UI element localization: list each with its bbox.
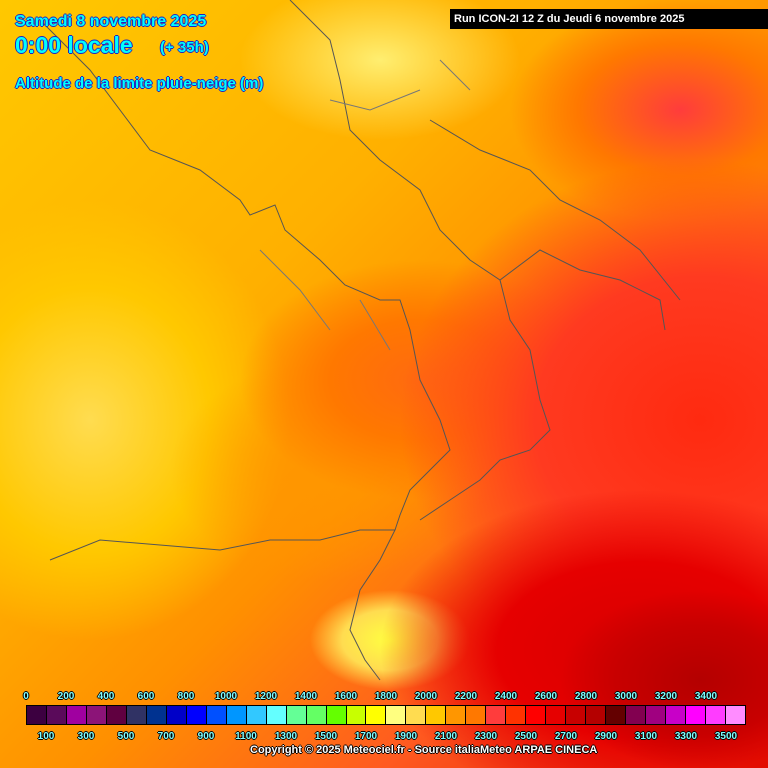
legend-label-bottom: 500 [117, 731, 135, 742]
legend-label-top: 2200 [454, 691, 478, 702]
legend-label-top: 2600 [534, 691, 558, 702]
legend-label-bottom: 2900 [594, 731, 618, 742]
legend-swatch [626, 706, 647, 724]
legend-label-top: 1200 [254, 691, 278, 702]
legend-swatch [705, 706, 726, 724]
legend-swatch [586, 706, 607, 724]
legend-label-top: 3400 [694, 691, 718, 702]
legend-label-top: 800 [177, 691, 195, 702]
legend-swatch [506, 706, 527, 724]
legend-swatch [666, 706, 686, 724]
legend-swatch [27, 706, 47, 724]
legend-label-bottom: 2100 [434, 731, 458, 742]
legend-label-top: 2000 [414, 691, 438, 702]
coastline-balkans [429, 119, 681, 301]
legend-label-bottom: 3500 [714, 731, 738, 742]
legend-swatch [166, 706, 187, 724]
legend-swatch [685, 706, 706, 724]
coastline-italy-west [39, 19, 451, 531]
legend-swatch [206, 706, 227, 724]
legend-label-bottom: 100 [37, 731, 55, 742]
legend-label-bottom: 900 [197, 731, 215, 742]
legend-label-bottom: 300 [77, 731, 95, 742]
legend-label-top: 400 [97, 691, 115, 702]
model-run-label: Run ICON-2I 12 Z du Jeudi 6 novembre 202… [450, 9, 768, 29]
color-legend [26, 705, 746, 725]
forecast-date: Samedi 8 novembre 2025 [15, 13, 207, 30]
legend-swatch [646, 706, 666, 724]
border-lines [259, 59, 471, 351]
legend-swatch [86, 706, 107, 724]
map-title: Altitude de la limite pluie-neige (m) [15, 75, 264, 92]
legend-label-top: 2400 [494, 691, 518, 702]
legend-swatch [446, 706, 467, 724]
legend-swatch [286, 706, 307, 724]
legend-swatch [466, 706, 487, 724]
legend-label-top: 600 [137, 691, 155, 702]
legend-swatch [106, 706, 127, 724]
legend-label-bottom: 1100 [235, 731, 257, 742]
legend-label-bottom: 3100 [634, 731, 658, 742]
legend-label-top: 2800 [574, 691, 598, 702]
legend-label-bottom: 700 [157, 731, 175, 742]
copyright: Copyright © 2025 Meteociel.fr - Source i… [250, 744, 598, 756]
legend-label-bottom: 1700 [354, 731, 378, 742]
legend-swatch [426, 706, 447, 724]
legend-label-bottom: 2500 [514, 731, 538, 742]
legend-swatch [226, 706, 247, 724]
legend-swatch [66, 706, 87, 724]
legend-swatch [246, 706, 267, 724]
legend-label-bottom: 1500 [314, 731, 338, 742]
legend-swatch [126, 706, 147, 724]
legend-swatch [266, 706, 287, 724]
legend-swatch [326, 706, 347, 724]
legend-swatch [46, 706, 67, 724]
legend-swatch [186, 706, 207, 724]
legend-swatch [606, 706, 627, 724]
legend-label-bottom: 1300 [274, 731, 298, 742]
legend-swatch [566, 706, 587, 724]
legend-label-bottom: 3300 [674, 731, 698, 742]
legend-swatch [486, 706, 507, 724]
legend-label-top: 1600 [334, 691, 358, 702]
legend-swatch [725, 706, 745, 724]
legend-label-top: 200 [57, 691, 75, 702]
legend-label-bottom: 2300 [474, 731, 498, 742]
legend-swatch [546, 706, 567, 724]
legend-swatch [366, 706, 387, 724]
lead-time: (+ 35h) [160, 39, 209, 56]
legend-label-bottom: 1900 [394, 731, 418, 742]
legend-label-top: 3000 [614, 691, 638, 702]
coastline-italy-east [289, 0, 666, 331]
legend-label-bottom: 2700 [554, 731, 578, 742]
legend-label-top: 3200 [654, 691, 678, 702]
legend-swatch [386, 706, 407, 724]
forecast-time: 0:00 locale [15, 32, 133, 58]
legend-swatch [406, 706, 427, 724]
legend-label-top: 1400 [294, 691, 318, 702]
legend-label-top: 0 [23, 691, 29, 702]
legend-label-top: 1000 [214, 691, 238, 702]
legend-swatch [526, 706, 547, 724]
legend-label-top: 1800 [374, 691, 398, 702]
legend-swatch [346, 706, 367, 724]
legend-swatch [306, 706, 327, 724]
legend-swatch [146, 706, 167, 724]
coastline-calabria [419, 279, 551, 521]
coastline-sicily [49, 529, 396, 681]
